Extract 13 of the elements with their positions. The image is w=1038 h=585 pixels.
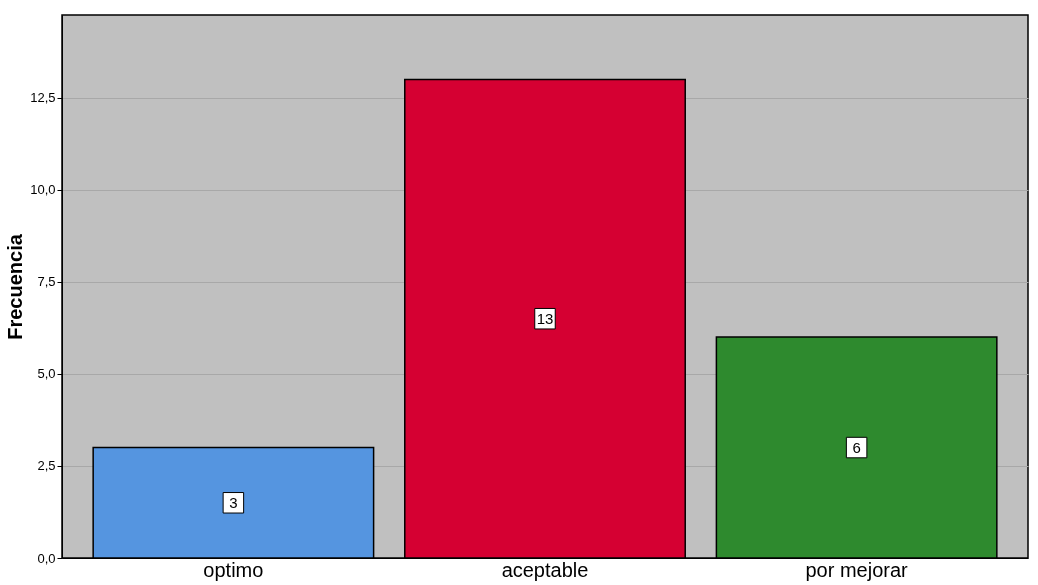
y-tick-label: 7,5 xyxy=(37,274,56,290)
x-tick-label: por mejorar xyxy=(805,558,909,581)
data-label: 6 xyxy=(852,438,861,456)
data-label: 13 xyxy=(536,309,554,327)
y-tick-label: 0,0 xyxy=(37,550,56,566)
y-tick-label: 12,5 xyxy=(30,90,56,106)
y-tick-label: 10,0 xyxy=(30,182,56,198)
data-label: 3 xyxy=(229,493,238,511)
x-tick-label: optimo xyxy=(203,558,264,581)
y-tick-label: 2,5 xyxy=(37,458,56,474)
x-tick-label: aceptable xyxy=(501,558,589,581)
y-axis-title: Frecuencia xyxy=(4,233,27,340)
y-tick-label: 5,0 xyxy=(37,366,56,382)
